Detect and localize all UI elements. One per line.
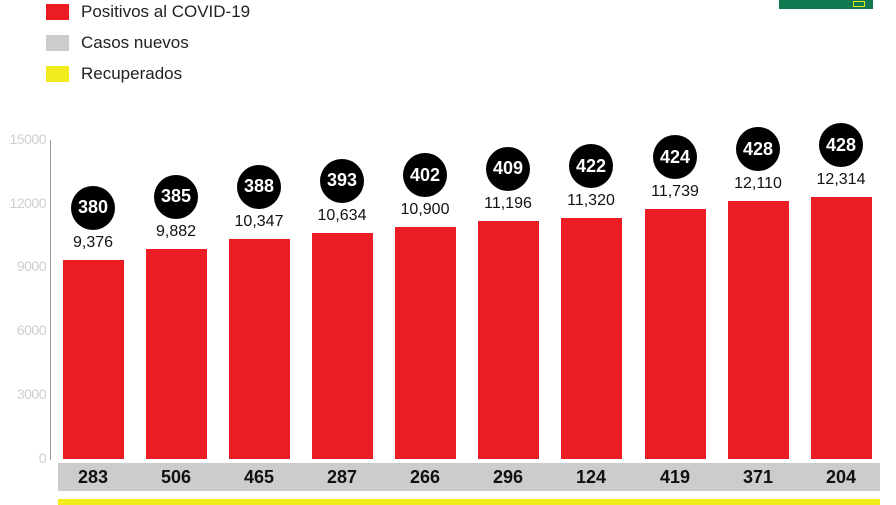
- swatch-red: [46, 3, 69, 20]
- casos-nuevos-value: 371: [742, 467, 774, 487]
- brand-logo: [779, 0, 873, 9]
- bar-positivos: [728, 201, 789, 459]
- circle-badge: 388: [237, 164, 281, 209]
- bar-total-label: 10,634: [317, 206, 367, 224]
- bar-positivos: [395, 227, 456, 459]
- casos-nuevos-value: 287: [326, 467, 358, 487]
- y-tick: 6000: [16, 322, 47, 338]
- bar-total-label: 11,196: [484, 194, 532, 212]
- swatch-gray: [46, 34, 69, 51]
- circle-badge: 428: [736, 127, 780, 172]
- bar-positivos: [478, 220, 539, 459]
- bar-total-label: 11,320: [567, 192, 615, 210]
- recuperados-row: [58, 499, 880, 505]
- casos-nuevos-value: 419: [659, 467, 691, 487]
- legend-item-positivos: Positivos al COVID-19: [46, 0, 250, 27]
- legend-label: Recuperados: [81, 63, 183, 83]
- legend-item-recuperados: Recuperados: [46, 58, 250, 89]
- bar-total-label: 9,376: [72, 233, 114, 251]
- casos-nuevos-value: 506: [160, 467, 192, 487]
- y-axis-line: [50, 140, 51, 460]
- casos-nuevos-value: 283: [77, 467, 109, 487]
- bar-positivos: [146, 248, 207, 459]
- bar-positivos: [561, 218, 622, 459]
- casos-nuevos-value: 266: [409, 467, 441, 487]
- circle-badge: 422: [569, 144, 613, 189]
- y-tick: 0: [38, 450, 47, 466]
- circle-badge: 385: [154, 174, 198, 219]
- bar-positivos: [63, 259, 124, 459]
- circle-badge: 380: [71, 185, 115, 230]
- bar-total-label: 12,314: [816, 171, 866, 189]
- legend: Positivos al COVID-19 Casos nuevos Recup…: [46, 0, 250, 89]
- casos-nuevos-value: 204: [825, 467, 857, 487]
- legend-label: Casos nuevos: [81, 32, 189, 52]
- bar-total-label: 10,900: [400, 201, 450, 219]
- bar-positivos: [811, 197, 872, 459]
- casos-nuevos-row: [58, 463, 880, 491]
- circle-badge: 409: [486, 146, 530, 191]
- casos-nuevos-value: 465: [243, 467, 275, 487]
- circle-badge: 428: [819, 123, 863, 168]
- legend-item-casos-nuevos: Casos nuevos: [46, 27, 250, 58]
- bar-total-label: 10,347: [234, 212, 284, 230]
- bar-positivos: [229, 238, 290, 459]
- circle-badge: 402: [403, 153, 447, 198]
- circle-badge: 424: [653, 135, 697, 180]
- logo-mark-icon: [853, 1, 865, 7]
- bar-total-label: 12,110: [734, 175, 782, 193]
- bar-total-label: 9,882: [155, 222, 197, 240]
- y-tick: 15000: [9, 131, 47, 147]
- y-tick: 3000: [16, 386, 47, 402]
- swatch-yellow: [46, 65, 69, 82]
- bar-positivos: [645, 209, 706, 459]
- circle-badge: 393: [320, 158, 364, 203]
- y-tick: 12000: [9, 195, 47, 211]
- bar-positivos: [312, 232, 373, 459]
- legend-label: Positivos al COVID-19: [81, 1, 251, 21]
- casos-nuevos-value: 296: [492, 467, 524, 487]
- y-tick: 9000: [16, 258, 47, 274]
- casos-nuevos-value: 124: [575, 467, 607, 487]
- bar-total-label: 11,739: [651, 183, 699, 201]
